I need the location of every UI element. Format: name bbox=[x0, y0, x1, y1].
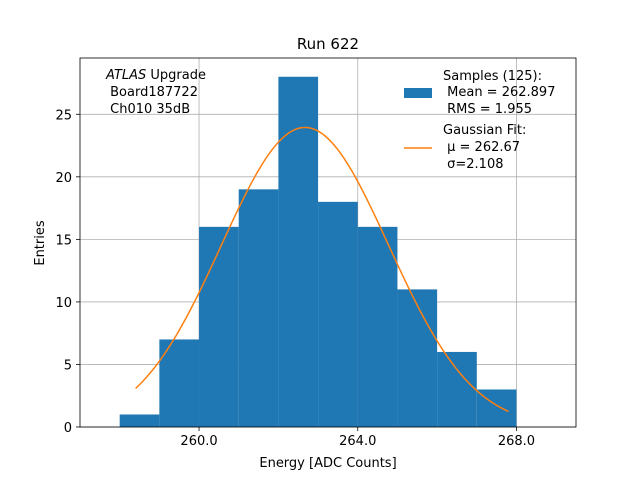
legend-samples-label: Samples (125): bbox=[443, 69, 542, 84]
x-axis-label: Energy [ADC Counts] bbox=[259, 456, 396, 471]
legend-rms-label: RMS = 1.955 bbox=[443, 102, 532, 117]
y-tick-label: 25 bbox=[55, 108, 72, 123]
gaussian-fit-curve bbox=[135, 126, 509, 413]
channel-label: Ch010 35dB bbox=[106, 102, 190, 117]
legend-sigma-label: σ=2.108 bbox=[443, 157, 503, 172]
histogram-bar bbox=[119, 414, 160, 427]
fit-layer bbox=[135, 126, 509, 413]
chart-title: Run 622 bbox=[297, 35, 359, 53]
y-axis-label: Entries bbox=[33, 220, 48, 266]
histogram-bar bbox=[159, 339, 200, 427]
legend-mu-label: μ = 262.67 bbox=[443, 140, 520, 155]
y-tick-label: 5 bbox=[64, 358, 72, 373]
atlas-annotation: ATLAS Upgrade Board187722 Ch010 35dB bbox=[105, 68, 206, 117]
legend-histogram-swatch bbox=[404, 88, 432, 98]
svg-text:ATLAS Upgrade: ATLAS Upgrade bbox=[105, 68, 206, 83]
histogram-bar bbox=[397, 289, 438, 427]
legend-fit-label: Gaussian Fit: bbox=[443, 123, 526, 138]
atlas-label: ATLAS bbox=[105, 68, 146, 83]
histogram-bar bbox=[318, 201, 358, 427]
ticks-layer: 260.0 264.0 268.0 0 5 10 15 20 25 bbox=[55, 108, 535, 449]
histogram-bar bbox=[437, 351, 477, 427]
y-tick-label: 15 bbox=[55, 233, 72, 248]
x-tick-label: 268.0 bbox=[498, 434, 535, 449]
histogram-bar bbox=[199, 226, 239, 427]
histogram-bar bbox=[238, 189, 279, 427]
histogram-bar bbox=[357, 226, 398, 427]
legend-mean-label: Mean = 262.897 bbox=[443, 85, 555, 100]
y-tick-label: 0 bbox=[64, 421, 72, 436]
y-tick-label: 10 bbox=[55, 296, 72, 311]
board-label: Board187722 bbox=[106, 85, 198, 100]
x-tick-label: 260.0 bbox=[180, 434, 217, 449]
y-tick-label: 20 bbox=[55, 171, 72, 186]
plot-frame bbox=[79, 57, 577, 428]
legend: Samples (125): Mean = 262.897 RMS = 1.95… bbox=[404, 69, 555, 172]
x-tick-label: 264.0 bbox=[339, 434, 376, 449]
upgrade-label: Upgrade bbox=[146, 68, 206, 83]
